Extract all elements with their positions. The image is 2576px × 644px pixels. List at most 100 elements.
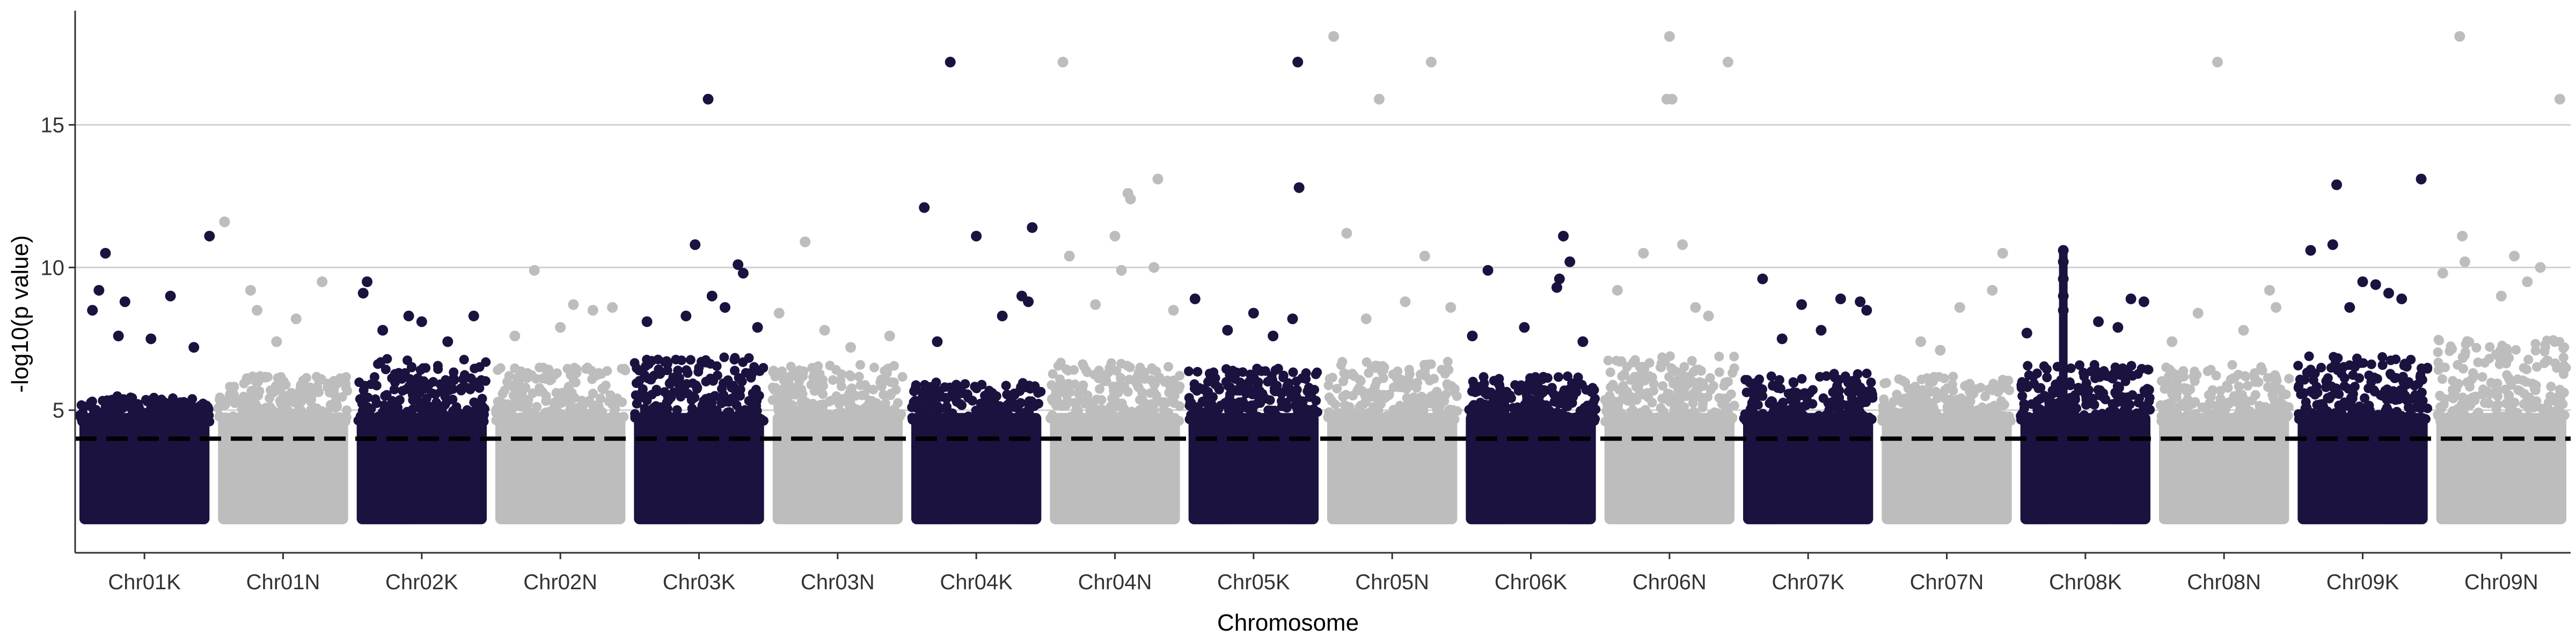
peak-point-Chr04N [1109, 230, 1121, 241]
point-Chr07N [1965, 396, 1975, 406]
peak-point-Chr04N [1116, 265, 1127, 276]
point-Chr05N [1413, 377, 1423, 387]
point-Chr04K [923, 403, 933, 413]
point-Chr04N [1159, 397, 1169, 407]
series-Chr06N [1600, 31, 1739, 524]
point-Chr01N [287, 388, 297, 398]
point-Chr04K [935, 416, 946, 426]
point-Chr04N [1163, 362, 1174, 372]
point-Chr06K [1486, 387, 1496, 398]
point-Chr01N [247, 416, 257, 426]
point-Chr04N [1175, 381, 1185, 391]
dense-points-Chr05N [1327, 413, 1458, 524]
point-Chr04N [1079, 361, 1089, 371]
point-Chr09K [2294, 409, 2304, 419]
point-Chr09K [2385, 355, 2396, 365]
point-Chr07N [1956, 393, 1966, 404]
point-Chr08K [2068, 406, 2079, 416]
point-Chr02N [537, 374, 547, 384]
point-Chr04N [1133, 382, 1144, 392]
series-Chr09N [2433, 31, 2571, 524]
point-Chr03N [855, 360, 866, 370]
point-Chr08K [2041, 364, 2052, 375]
point-Chr08N [2206, 364, 2216, 375]
y-axis-title: -log10(p value) [7, 235, 33, 393]
point-Chr05N [1439, 396, 1450, 406]
point-Chr03K [719, 352, 729, 362]
point-Chr03K [630, 413, 640, 423]
point-Chr09N [2451, 384, 2462, 394]
point-Chr09N [2464, 382, 2475, 392]
peak-point-Chr05N [1328, 31, 1340, 42]
point-Chr06K [1552, 407, 1562, 418]
point-Chr04N [1094, 374, 1104, 384]
axes [74, 11, 2571, 559]
peak-point-Chr03N [773, 308, 785, 319]
point-Chr05N [1413, 405, 1423, 415]
point-Chr08N [2239, 408, 2249, 418]
point-Chr08K [2118, 363, 2128, 374]
point-Chr03K [727, 393, 737, 404]
point-Chr04N [1050, 416, 1060, 426]
peak-point-Chr09N [2522, 276, 2533, 287]
peak-point-Chr08K [2021, 327, 2032, 339]
point-Chr02K [414, 388, 425, 398]
point-Chr04N [1095, 384, 1105, 394]
point-Chr09N [2530, 414, 2540, 425]
point-Chr08N [2281, 389, 2291, 399]
peak-point-Chr05N [1341, 228, 1352, 239]
point-Chr05K [1281, 386, 1291, 396]
point-Chr06N [1729, 352, 1739, 362]
point-Chr02N [510, 391, 520, 401]
peak-point-Chr04K [932, 336, 943, 347]
point-Chr04N [1048, 396, 1058, 406]
point-Chr08K [2145, 393, 2155, 403]
point-Chr07K [1845, 416, 1855, 426]
point-Chr07K [1829, 369, 1839, 379]
point-Chr05N [1344, 402, 1355, 412]
point-Chr04K [974, 405, 984, 415]
point-Chr03K [741, 368, 751, 378]
peak-point-Chr01K [87, 305, 98, 316]
point-Chr03K [662, 404, 672, 414]
point-Chr07K [1782, 411, 1792, 421]
point-Chr08K [2120, 376, 2131, 386]
point-Chr03N [771, 383, 781, 393]
point-Chr07K [1814, 411, 1824, 421]
point-Chr06K [1480, 414, 1490, 425]
point-Chr07N [1942, 402, 1952, 412]
point-Chr07K [1831, 394, 1841, 405]
point-Chr02N [504, 371, 514, 381]
point-Chr04K [1036, 386, 1046, 397]
point-Chr07N [1905, 416, 1915, 426]
point-Chr05N [1377, 363, 1387, 373]
point-Chr07N [1907, 400, 1918, 411]
point-Chr08K [2065, 380, 2075, 391]
point-Chr09K [2329, 352, 2339, 362]
series-Chr09K [2293, 173, 2433, 524]
point-Chr09N [2525, 397, 2535, 407]
point-Chr03N [840, 414, 851, 424]
point-Chr04N [1058, 414, 1068, 425]
point-Chr05K [1297, 373, 1307, 383]
point-Chr01K [198, 398, 208, 408]
point-Chr05K [1234, 405, 1245, 415]
point-Chr05K [1273, 363, 1283, 374]
point-Chr03K [724, 415, 734, 426]
point-Chr06N [1678, 380, 1688, 391]
point-Chr03K [674, 373, 684, 383]
point-Chr02K [440, 410, 450, 420]
point-Chr08N [2163, 383, 2174, 393]
point-Chr07N [1928, 377, 1938, 387]
peak-point-Chr07K [1855, 296, 1866, 308]
peak-point-Chr01K [113, 331, 124, 341]
point-Chr07K [1842, 375, 1853, 385]
point-Chr05N [1384, 389, 1394, 399]
point-Chr06N [1729, 400, 1739, 411]
point-Chr05K [1194, 383, 1204, 393]
point-Chr01K [120, 415, 130, 426]
point-Chr09N [2556, 387, 2566, 397]
peak-point-Chr06N [1666, 93, 1678, 105]
point-Chr03N [868, 384, 879, 394]
point-Chr03K [701, 400, 712, 410]
